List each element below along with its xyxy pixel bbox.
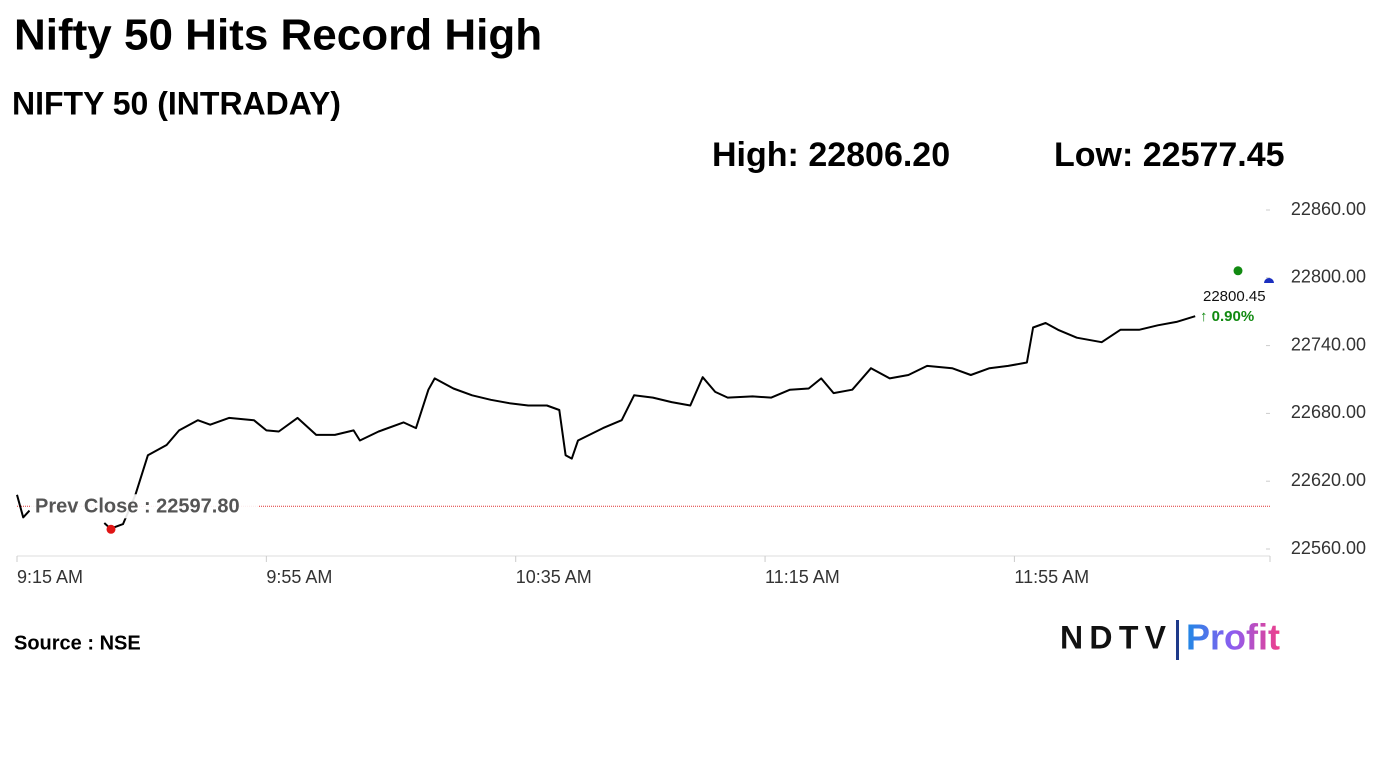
prev-close-text: Prev Close : bbox=[35, 496, 151, 518]
low-marker bbox=[106, 524, 116, 534]
high-stat: High: 22806.20 bbox=[712, 136, 950, 174]
prev-close-label: Prev Close : 22597.80 bbox=[35, 496, 240, 518]
high-marker bbox=[1233, 266, 1243, 276]
chart-subtitle: NIFTY 50 (INTRADAY) bbox=[12, 85, 341, 121]
y-tick-label: 22620.00 bbox=[1291, 470, 1366, 490]
chart-title: Nifty 50 Hits Record High bbox=[14, 11, 542, 60]
y-tick-label: 22800.00 bbox=[1291, 267, 1366, 287]
last-value: 22800.45 bbox=[1203, 288, 1266, 305]
prev-close-value: 22597.80 bbox=[156, 496, 239, 518]
y-tick-label: 22680.00 bbox=[1291, 402, 1366, 422]
price-line bbox=[16, 315, 1196, 530]
logo-profit: Profit bbox=[1186, 617, 1280, 658]
prev-close-label-bg bbox=[30, 494, 258, 519]
x-tick-label: 9:15 AM bbox=[17, 567, 83, 587]
x-tick-label: 10:35 AM bbox=[516, 567, 592, 587]
x-tick-label: 9:55 AM bbox=[266, 567, 332, 587]
high-value: 22806.20 bbox=[808, 136, 950, 174]
low-stat: Low: 22577.45 bbox=[1054, 136, 1285, 174]
high-label: High: bbox=[712, 136, 799, 174]
low-value: 22577.45 bbox=[1143, 136, 1285, 174]
y-tick-label: 22560.00 bbox=[1291, 538, 1366, 558]
logo-ndtv: NDTV bbox=[1060, 619, 1167, 655]
end-marker bbox=[1264, 278, 1274, 283]
logo-divider bbox=[1176, 620, 1179, 660]
low-label: Low: bbox=[1054, 136, 1133, 174]
y-tick-label: 22860.00 bbox=[1291, 199, 1366, 219]
x-tick-label: 11:15 AM bbox=[765, 567, 840, 587]
x-tick-label: 11:55 AM bbox=[1014, 567, 1089, 587]
y-tick-label: 22740.00 bbox=[1291, 334, 1366, 354]
source: Source : NSE bbox=[14, 632, 141, 654]
last-change: ↑ 0.90% bbox=[1200, 308, 1254, 325]
